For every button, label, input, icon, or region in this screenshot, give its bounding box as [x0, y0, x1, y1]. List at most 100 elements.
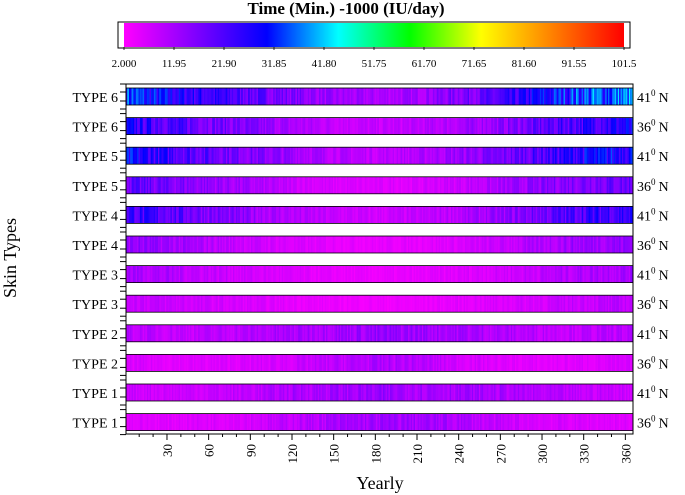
heatmap-cell [448, 176, 450, 194]
heatmap-cell [220, 354, 223, 372]
heatmap-cell [489, 413, 492, 431]
heatmap-cell [553, 206, 556, 224]
heatmap-cell [559, 354, 562, 372]
row-type-label: TYPE 3 [73, 298, 119, 313]
heatmap-cell [612, 265, 614, 283]
heatmap-cell [144, 413, 146, 431]
heatmap-cell [462, 176, 464, 194]
heatmap-cell [135, 295, 138, 313]
heatmap-cell [601, 236, 603, 253]
heatmap-cell [473, 117, 475, 135]
heatmap-cell [270, 413, 273, 431]
heatmap-cell [569, 206, 571, 224]
heatmap-cell [435, 384, 438, 401]
heatmap-cell [482, 354, 485, 372]
heatmap-cell [257, 413, 260, 431]
heatmap-cell [357, 206, 360, 224]
heatmap-cell [278, 295, 281, 313]
heatmap-cell [474, 384, 477, 401]
heatmap-cell [360, 236, 363, 253]
heatmap-cell [431, 236, 434, 253]
heatmap-cell [216, 206, 219, 224]
heatmap-cell [624, 265, 627, 283]
heatmap-cell [192, 117, 195, 135]
heatmap-cell [441, 236, 444, 253]
heatmap-cell [294, 236, 296, 253]
heatmap-cell [210, 295, 213, 313]
heatmap-cell [516, 236, 519, 253]
heatmap-cell [321, 117, 324, 135]
heatmap-cell [296, 117, 299, 135]
heatmap-cell [389, 295, 392, 313]
heatmap-cell [480, 206, 482, 224]
heatmap-cell [595, 265, 598, 283]
heatmap-cell [298, 236, 300, 253]
latitude-value: 41 [637, 150, 651, 165]
heatmap-cell [366, 265, 369, 283]
heatmap-cell [559, 117, 562, 135]
heatmap-cell [437, 176, 439, 194]
heatmap-cell [510, 265, 513, 283]
heatmap-cell [366, 88, 369, 105]
heatmap-cell [209, 117, 212, 135]
heatmap-cell [132, 88, 135, 105]
heatmap-cell [363, 176, 366, 194]
heatmap-cell [526, 354, 528, 372]
heatmap-cell [363, 354, 366, 372]
heatmap-cell [157, 324, 160, 342]
heatmap-cell [346, 265, 349, 283]
heatmap-cell [595, 206, 598, 224]
heatmap-cell [485, 295, 488, 313]
heatmap-cell [573, 206, 576, 224]
heatmap-cell [467, 206, 470, 224]
heatmap-cell [420, 117, 423, 135]
heatmap-cell [380, 117, 382, 135]
heatmap-cell [316, 324, 319, 342]
heatmap-cell [157, 384, 160, 401]
heatmap-cell [316, 147, 319, 165]
heatmap-cell [142, 117, 145, 135]
heatmap-cell [609, 384, 612, 401]
heatmap-cell [271, 206, 274, 224]
heatmap-cell [226, 147, 228, 165]
heatmap-cell [213, 236, 216, 253]
heatmap-cell [488, 176, 491, 194]
heatmap-cell [162, 265, 164, 283]
heatmap-cell [457, 295, 460, 313]
heatmap-cell [362, 354, 364, 372]
heatmap-cell [255, 265, 257, 283]
heatmap-cell [564, 176, 567, 194]
heatmap-cell [316, 117, 319, 135]
heatmap-cell [399, 295, 402, 313]
heatmap-cell [499, 295, 502, 313]
heatmap-cell [489, 88, 492, 105]
heatmap-cell [198, 206, 200, 224]
heatmap-cell [506, 413, 509, 431]
heatmap-cell [237, 324, 239, 342]
heatmap-cell [182, 147, 185, 165]
heatmap-cell [305, 176, 307, 194]
heatmap-cell [401, 236, 403, 253]
heatmap-cell [277, 413, 280, 431]
heatmap-cell [539, 206, 542, 224]
heatmap-cell [507, 176, 510, 194]
heatmap-cell [252, 88, 255, 105]
heatmap-cell [198, 384, 200, 401]
heatmap-cell [367, 88, 370, 105]
heatmap-cell [309, 117, 312, 135]
heatmap-cell [582, 384, 585, 401]
heatmap-cell [309, 265, 312, 283]
heatmap-cell [596, 117, 599, 135]
heatmap-cell [394, 265, 396, 283]
heatmap-cell [430, 354, 432, 372]
heatmap-cell [630, 295, 632, 313]
heatmap-cell [310, 236, 313, 253]
heatmap-cell [626, 265, 628, 283]
heatmap-cell [384, 354, 387, 372]
heatmap-cell [520, 176, 523, 194]
heatmap-cell [263, 117, 266, 135]
heatmap-cell [152, 88, 155, 105]
heatmap-cell [207, 117, 210, 135]
heatmap-cell [185, 117, 188, 135]
heatmap-cell [194, 117, 196, 135]
